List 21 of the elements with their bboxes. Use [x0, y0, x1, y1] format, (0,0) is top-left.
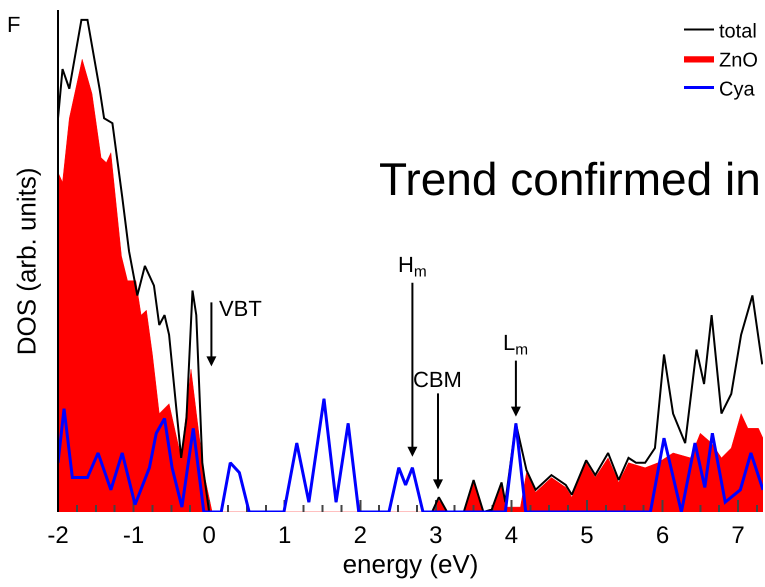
- x-tick-label: -1: [122, 522, 144, 549]
- text: F: [7, 12, 20, 37]
- annotation: CBM: [413, 367, 462, 392]
- x-tick-label: 1: [278, 522, 292, 549]
- legend-label: Cya: [719, 78, 756, 100]
- x-tick-label: 6: [656, 522, 670, 549]
- x-tick-label: 0: [202, 522, 216, 549]
- annotation: Trend confirmed in: [379, 153, 761, 205]
- annotation: H$_{m}$: [398, 252, 427, 281]
- annotation: L$_{m}$: [503, 330, 528, 359]
- x-tick-label: 4: [504, 522, 518, 549]
- legend-label: total: [719, 20, 757, 42]
- x-tick-label: -2: [47, 522, 69, 549]
- x-tick-label: 3: [429, 522, 442, 549]
- y-axis-title: DOS (arb. units): [11, 167, 42, 356]
- annotation: VBT: [219, 296, 262, 321]
- x-axis-title: energy (eV): [342, 548, 478, 579]
- x-tick-label: 2: [354, 522, 367, 549]
- x-tick-label: 7: [731, 522, 745, 549]
- legend-label: ZnO: [719, 49, 758, 72]
- x-tick-label: 5: [580, 522, 594, 549]
